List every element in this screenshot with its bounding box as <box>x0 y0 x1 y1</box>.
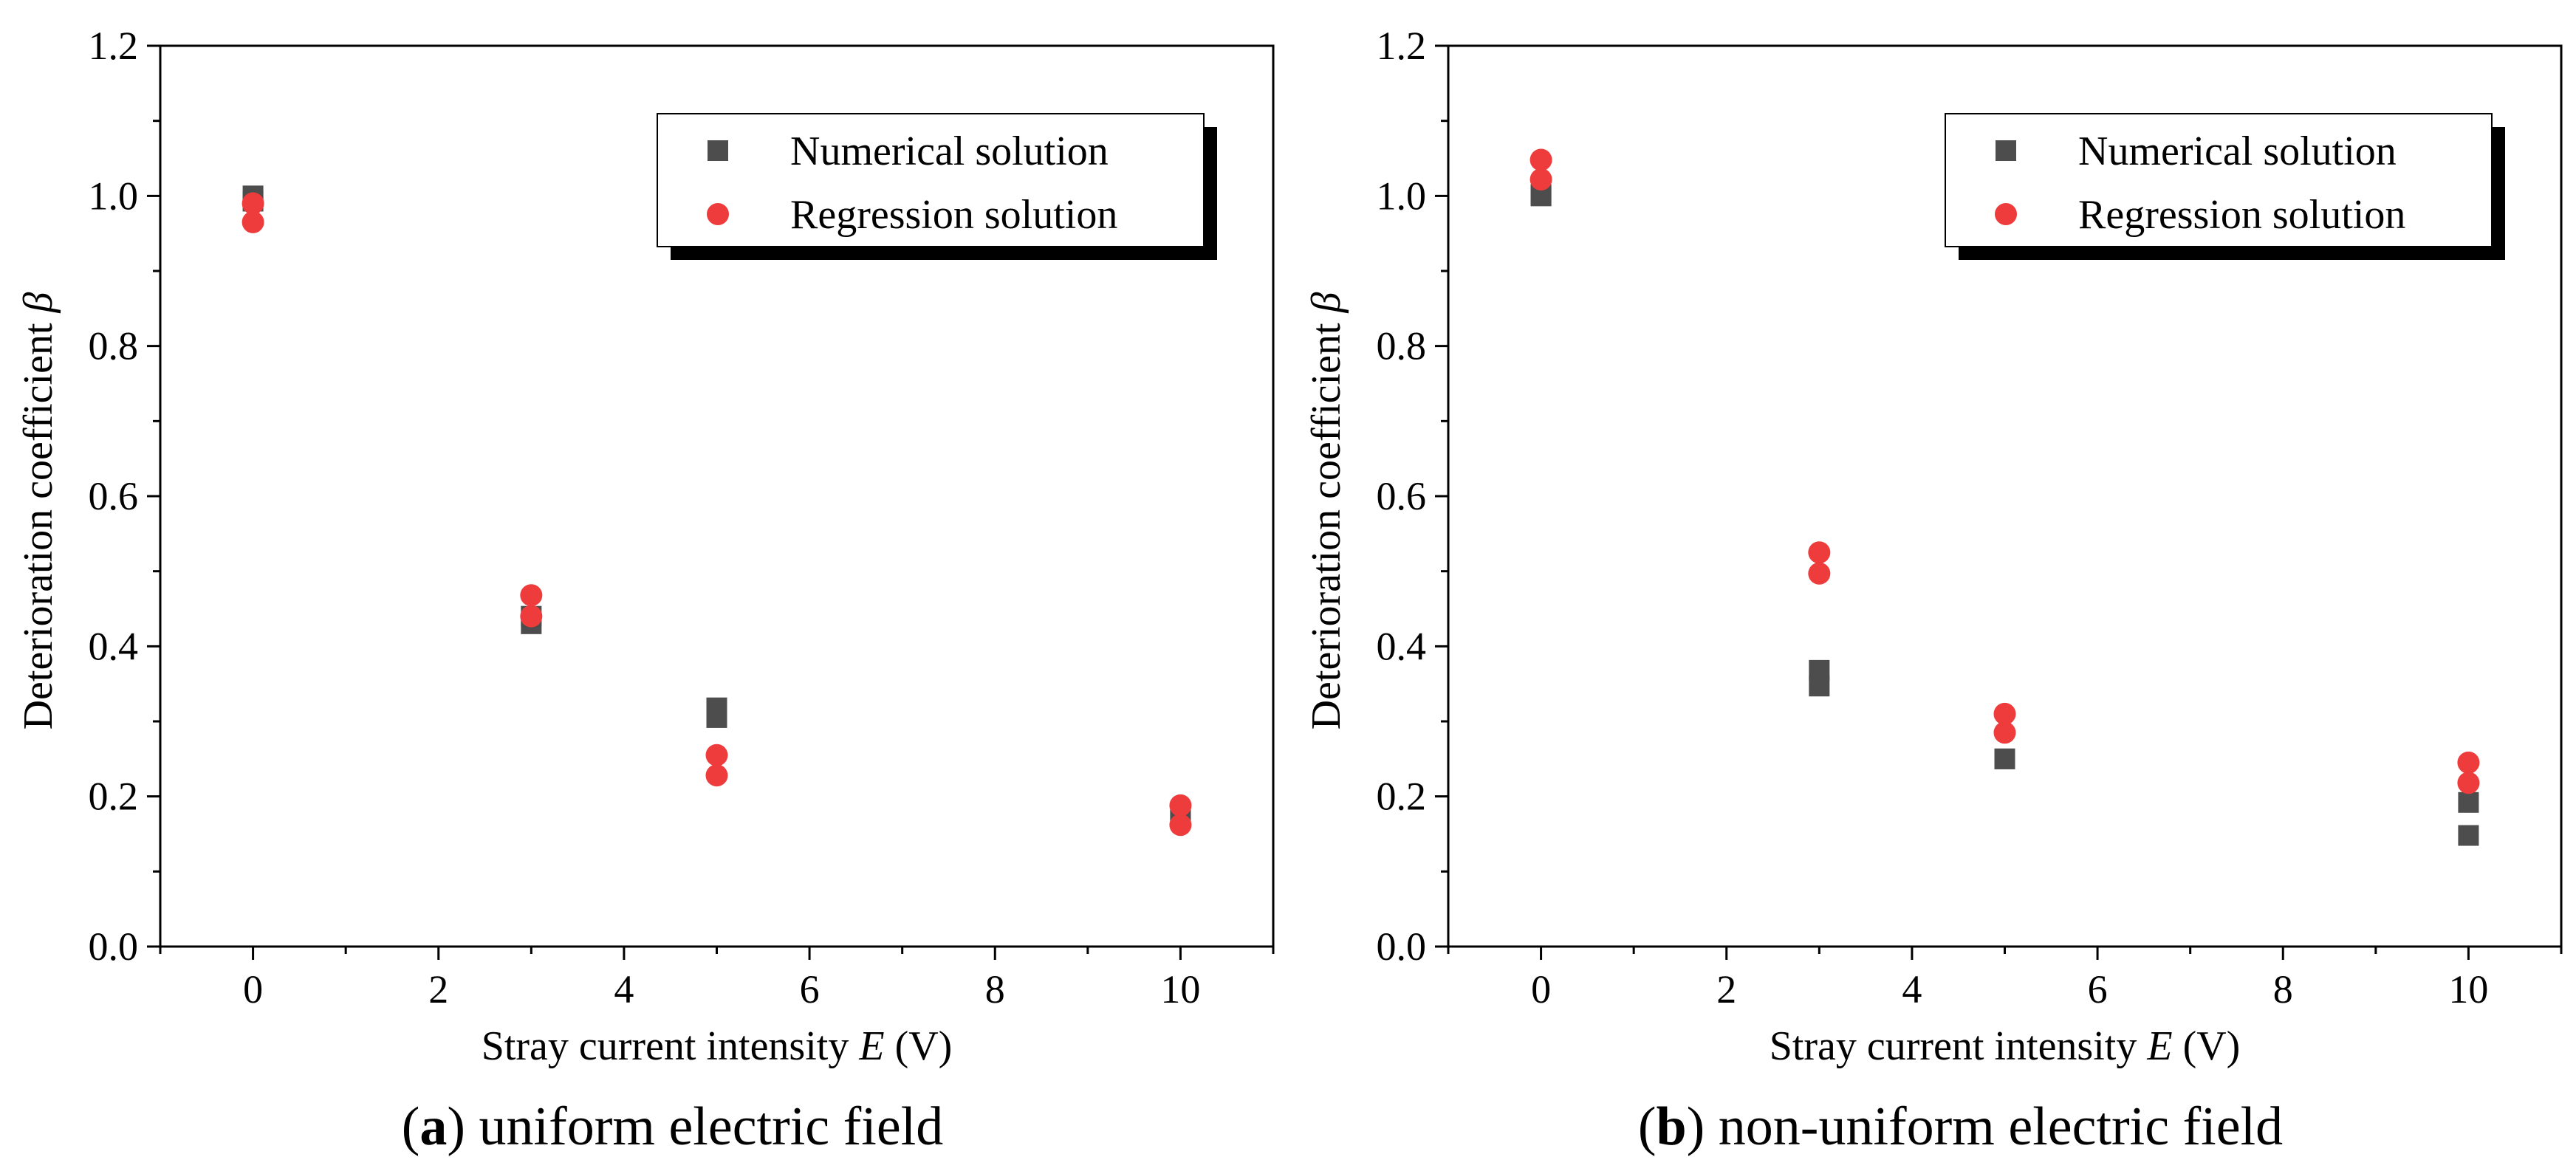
legend-circle-marker <box>1995 203 2017 225</box>
y-axis-variable: β <box>16 292 61 313</box>
legend-square-marker <box>708 140 728 161</box>
y-tick-label: 0.0 <box>89 924 139 969</box>
regression-point <box>1993 702 2016 725</box>
x-axis-title-text: Stray current intensity <box>1770 1023 2148 1069</box>
x-tick-label: 2 <box>428 967 448 1012</box>
x-tick-label: 4 <box>614 967 634 1012</box>
legend-label: Regression solution <box>790 192 1117 238</box>
x-axis-variable: E <box>858 1023 884 1069</box>
x-axis-title: Stray current intensity E (V) <box>482 1023 953 1069</box>
y-tick-label: 0.2 <box>1377 775 1427 819</box>
regression-point <box>705 764 728 787</box>
regression-point <box>1169 794 1192 817</box>
x-tick-label: 0 <box>243 967 263 1012</box>
y-axis-title-text: Deterioration coefficient <box>1304 312 1349 729</box>
caption-open-paren: ( <box>402 1096 420 1157</box>
regression-point <box>1530 148 1552 171</box>
y-tick-label: 0.6 <box>89 474 139 518</box>
caption-text: uniform electric field <box>465 1096 943 1157</box>
legend-box <box>1945 113 2493 247</box>
caption-letter: a <box>419 1096 447 1157</box>
y-tick-label: 0.0 <box>1377 924 1427 969</box>
x-axis-variable: E <box>2146 1023 2172 1069</box>
caption-open-paren: ( <box>1638 1096 1657 1157</box>
y-tick-label: 1.0 <box>89 174 139 218</box>
x-tick-label: 6 <box>800 967 820 1012</box>
legend-label: Numerical solution <box>790 128 1109 174</box>
x-tick-label: 0 <box>1531 967 1551 1012</box>
y-tick-label: 0.8 <box>89 324 139 368</box>
x-axis-title-text: Stray current intensity <box>482 1023 860 1069</box>
y-axis-title: Deterioration coefficient β <box>16 292 61 729</box>
y-tick-label: 0.6 <box>1377 474 1427 518</box>
regression-point <box>1993 721 2016 744</box>
y-axis-title: Deterioration coefficient β <box>1304 292 1349 729</box>
x-tick-label: 8 <box>2273 967 2293 1012</box>
regression-point <box>2457 772 2480 794</box>
caption-close-paren: ) <box>1687 1096 1705 1157</box>
y-tick-label: 1.2 <box>89 24 139 68</box>
y-tick-label: 1.2 <box>1377 24 1427 68</box>
legend-square-marker <box>1996 140 2016 161</box>
regression-point <box>242 210 264 233</box>
scatter-chart-a: 0.0 0.2 0.4 0.6 0.8 1.0 1.2 0 2 4 6 8 10 Numerical so… <box>16 24 1275 1157</box>
legend-label: Regression solution <box>2078 192 2405 238</box>
numerical-point <box>2458 825 2479 846</box>
x-axis-unit: (V) <box>885 1023 953 1069</box>
regression-point <box>2457 751 2480 774</box>
legend-circle-marker <box>707 203 729 225</box>
numerical-point <box>1994 748 2015 769</box>
numerical-point <box>1809 676 1830 697</box>
x-tick-label: 4 <box>1902 967 1922 1012</box>
regression-point <box>520 584 543 607</box>
y-tick-label: 0.8 <box>1377 324 1427 368</box>
y-tick-label: 1.0 <box>1377 174 1427 218</box>
regression-point <box>1530 168 1552 190</box>
numerical-point <box>706 707 727 728</box>
regression-point <box>705 744 728 766</box>
x-tick-label: 6 <box>2088 967 2108 1012</box>
legend-box <box>657 113 1205 247</box>
caption-letter: b <box>1656 1096 1686 1157</box>
panel-caption: (a) uniform electric field <box>402 1096 944 1157</box>
regression-point <box>242 192 264 215</box>
chart-panel-a: 0.0 0.2 0.4 0.6 0.8 1.0 1.2 0 2 4 6 8 10 Numerical so… <box>16 24 1275 1157</box>
regression-point <box>520 605 543 628</box>
y-tick-label: 0.4 <box>1377 624 1427 668</box>
panel-caption: (b) non-uniform electric field <box>1638 1096 2283 1157</box>
y-tick-label: 0.4 <box>89 624 139 668</box>
y-axis-title-text: Deterioration coefficient <box>16 312 61 729</box>
x-tick-label: 10 <box>2448 967 2488 1012</box>
y-axis-variable: β <box>1304 292 1349 313</box>
chart-panel-b: 0.0 0.2 0.4 0.6 0.8 1.0 1.2 0 2 4 6 8 10 Numerical so… <box>1288 0 2576 1171</box>
x-tick-label: 2 <box>1716 967 1736 1012</box>
scatter-chart-b: 0.0 0.2 0.4 0.6 0.8 1.0 1.2 0 2 4 6 8 10 Numerical so… <box>1304 24 2563 1157</box>
regression-point <box>1808 562 1831 585</box>
y-tick-label: 0.2 <box>89 775 139 819</box>
legend-label: Numerical solution <box>2078 128 2397 174</box>
x-axis-unit: (V) <box>2173 1023 2241 1069</box>
regression-point <box>1169 814 1192 837</box>
caption-close-paren: ) <box>447 1096 465 1157</box>
caption-text: non-uniform electric field <box>1705 1096 2283 1157</box>
numerical-point <box>2458 791 2479 813</box>
x-tick-label: 10 <box>1160 967 1200 1012</box>
x-tick-label: 8 <box>985 967 1005 1012</box>
regression-point <box>1808 541 1831 564</box>
x-axis-title: Stray current intensity E (V) <box>1770 1023 2241 1069</box>
